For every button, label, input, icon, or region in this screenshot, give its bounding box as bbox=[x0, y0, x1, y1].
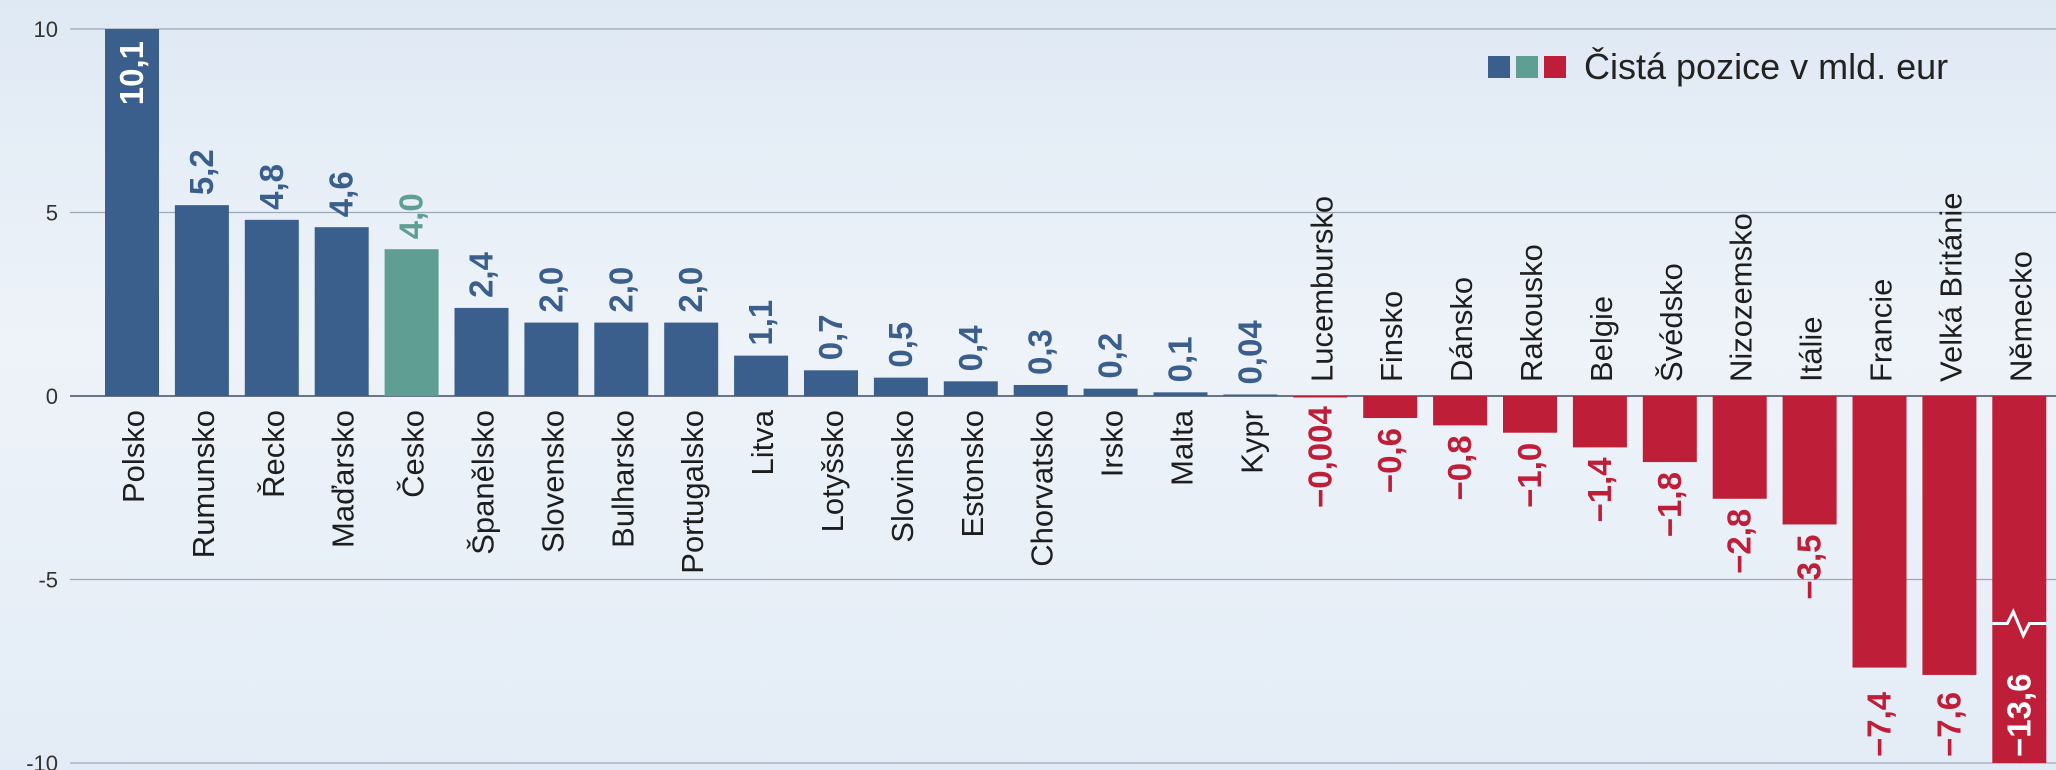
legend-label: Čistá pozice v mld. eur bbox=[1584, 46, 1949, 87]
category-label: Lucembursko bbox=[1304, 196, 1339, 382]
category-label: Itálie bbox=[1794, 317, 1829, 382]
legend-swatch-highlight bbox=[1516, 56, 1538, 78]
category-label: Francie bbox=[1864, 279, 1899, 382]
category-label: Malta bbox=[1165, 409, 1200, 486]
bars bbox=[105, 29, 2047, 763]
value-label: 0,5 bbox=[882, 322, 919, 368]
bar-belgie bbox=[1572, 396, 1627, 448]
category-label: Rumunsko bbox=[186, 410, 221, 558]
value-label: 0,1 bbox=[1162, 336, 1199, 382]
bar-lotyšsko bbox=[804, 370, 858, 396]
value-label: −7,6 bbox=[1930, 692, 1967, 757]
bar-švédsko bbox=[1642, 396, 1697, 463]
y-tick-label: 10 bbox=[34, 17, 58, 42]
value-label: −1,4 bbox=[1581, 457, 1618, 523]
category-label: Velká Británie bbox=[1933, 192, 1968, 382]
value-label: −0,8 bbox=[1441, 435, 1478, 500]
value-label: 0,2 bbox=[1092, 333, 1129, 379]
value-label: −3,5 bbox=[1791, 534, 1828, 599]
bar-česko bbox=[384, 249, 439, 396]
bar-španělsko bbox=[454, 307, 509, 396]
bar-lucembursko bbox=[1293, 396, 1348, 398]
bar-litva bbox=[734, 355, 789, 396]
bar-finsko bbox=[1363, 396, 1418, 419]
category-label: Španělsko bbox=[466, 410, 501, 555]
value-label: 2,0 bbox=[672, 267, 709, 313]
category-label: Rakousko bbox=[1514, 244, 1549, 382]
value-label: −0,004 bbox=[1301, 406, 1338, 508]
labels: 10,1 Polsko 5,2 Rumunsko 4,8 Řecko 4,6 Maďarsko… bbox=[113, 41, 2038, 757]
value-label: 1,1 bbox=[742, 300, 779, 346]
bar-řecko bbox=[244, 219, 299, 396]
bar-maďarsko bbox=[314, 227, 369, 396]
bar-kypr bbox=[1223, 394, 1278, 396]
y-tick-label: -5 bbox=[38, 568, 58, 593]
value-label: −13,6 bbox=[2000, 674, 2037, 758]
category-label: Švédsko bbox=[1654, 263, 1689, 382]
bar-nizozemsko bbox=[1712, 396, 1767, 499]
category-label: Řecko bbox=[256, 410, 291, 498]
bar-irsko bbox=[1083, 388, 1138, 396]
value-label: 4,6 bbox=[323, 171, 360, 217]
bar-polsko bbox=[105, 29, 159, 396]
bar-dánsko bbox=[1433, 396, 1488, 426]
bar-chorvatsko bbox=[1013, 384, 1068, 396]
bar-slovinsko bbox=[873, 377, 928, 396]
category-label: Bulharsko bbox=[605, 410, 640, 548]
axis-break-mark bbox=[1992, 607, 2047, 640]
value-label: 4,8 bbox=[253, 164, 290, 210]
category-label: Lotyšsko bbox=[815, 410, 850, 532]
category-label: Chorvatsko bbox=[1025, 410, 1060, 567]
value-label: 2,0 bbox=[602, 267, 639, 313]
value-label: −7,4 bbox=[1861, 691, 1898, 757]
legend-swatch-negative bbox=[1544, 56, 1566, 78]
bar-velká-británie bbox=[1922, 396, 1977, 675]
y-axis: 10 5 0 -5 -10 bbox=[26, 17, 58, 770]
category-label: Estonsko bbox=[955, 410, 990, 538]
category-label: Finsko bbox=[1374, 291, 1409, 382]
value-label: 2,0 bbox=[532, 267, 569, 313]
value-label: −0,6 bbox=[1371, 428, 1408, 493]
bar-německo bbox=[1992, 396, 2047, 763]
category-label: Irsko bbox=[1095, 410, 1130, 477]
bar-slovensko bbox=[524, 322, 579, 396]
category-label: Kypr bbox=[1234, 410, 1269, 474]
category-label: Maďarsko bbox=[326, 410, 361, 548]
category-label: Česko bbox=[396, 410, 431, 498]
value-label: 0,4 bbox=[952, 325, 989, 372]
bar-itálie bbox=[1782, 396, 1837, 525]
legend-swatch-positive bbox=[1488, 56, 1510, 78]
category-label: Belgie bbox=[1584, 296, 1619, 382]
category-label: Portugalsko bbox=[675, 410, 710, 574]
category-label: Dánsko bbox=[1444, 277, 1479, 382]
y-tick-label: -10 bbox=[26, 751, 58, 770]
category-label: Slovensko bbox=[535, 410, 570, 553]
value-label: 0,3 bbox=[1022, 329, 1059, 375]
bar-francie bbox=[1852, 396, 1907, 668]
category-label: Polsko bbox=[116, 410, 151, 503]
value-label: 4,0 bbox=[393, 193, 430, 239]
bar-rakousko bbox=[1503, 396, 1557, 433]
bar-estonsko bbox=[943, 381, 998, 396]
value-label: −2,8 bbox=[1721, 509, 1758, 574]
y-tick-label: 5 bbox=[46, 201, 58, 226]
value-label: 0,7 bbox=[812, 314, 849, 360]
bar-bulharsko bbox=[594, 322, 649, 396]
y-tick-label: 0 bbox=[46, 384, 58, 409]
bar-malta bbox=[1153, 392, 1208, 396]
category-label: Slovinsko bbox=[885, 410, 920, 543]
category-label: Litva bbox=[745, 409, 780, 475]
bar-portugalsko bbox=[664, 322, 719, 396]
value-label: −1,8 bbox=[1651, 472, 1688, 537]
category-label: Nizozemsko bbox=[1724, 213, 1759, 382]
value-label: 5,2 bbox=[183, 149, 220, 195]
value-label: 2,4 bbox=[463, 251, 500, 298]
value-label: 10,1 bbox=[113, 41, 150, 105]
legend: Čistá pozice v mld. eur bbox=[1488, 46, 1948, 88]
value-label: −1,0 bbox=[1511, 443, 1548, 508]
category-label: Německo bbox=[2003, 251, 2038, 382]
value-label: 0,04 bbox=[1231, 320, 1268, 385]
bar-rumunsko bbox=[174, 205, 229, 396]
